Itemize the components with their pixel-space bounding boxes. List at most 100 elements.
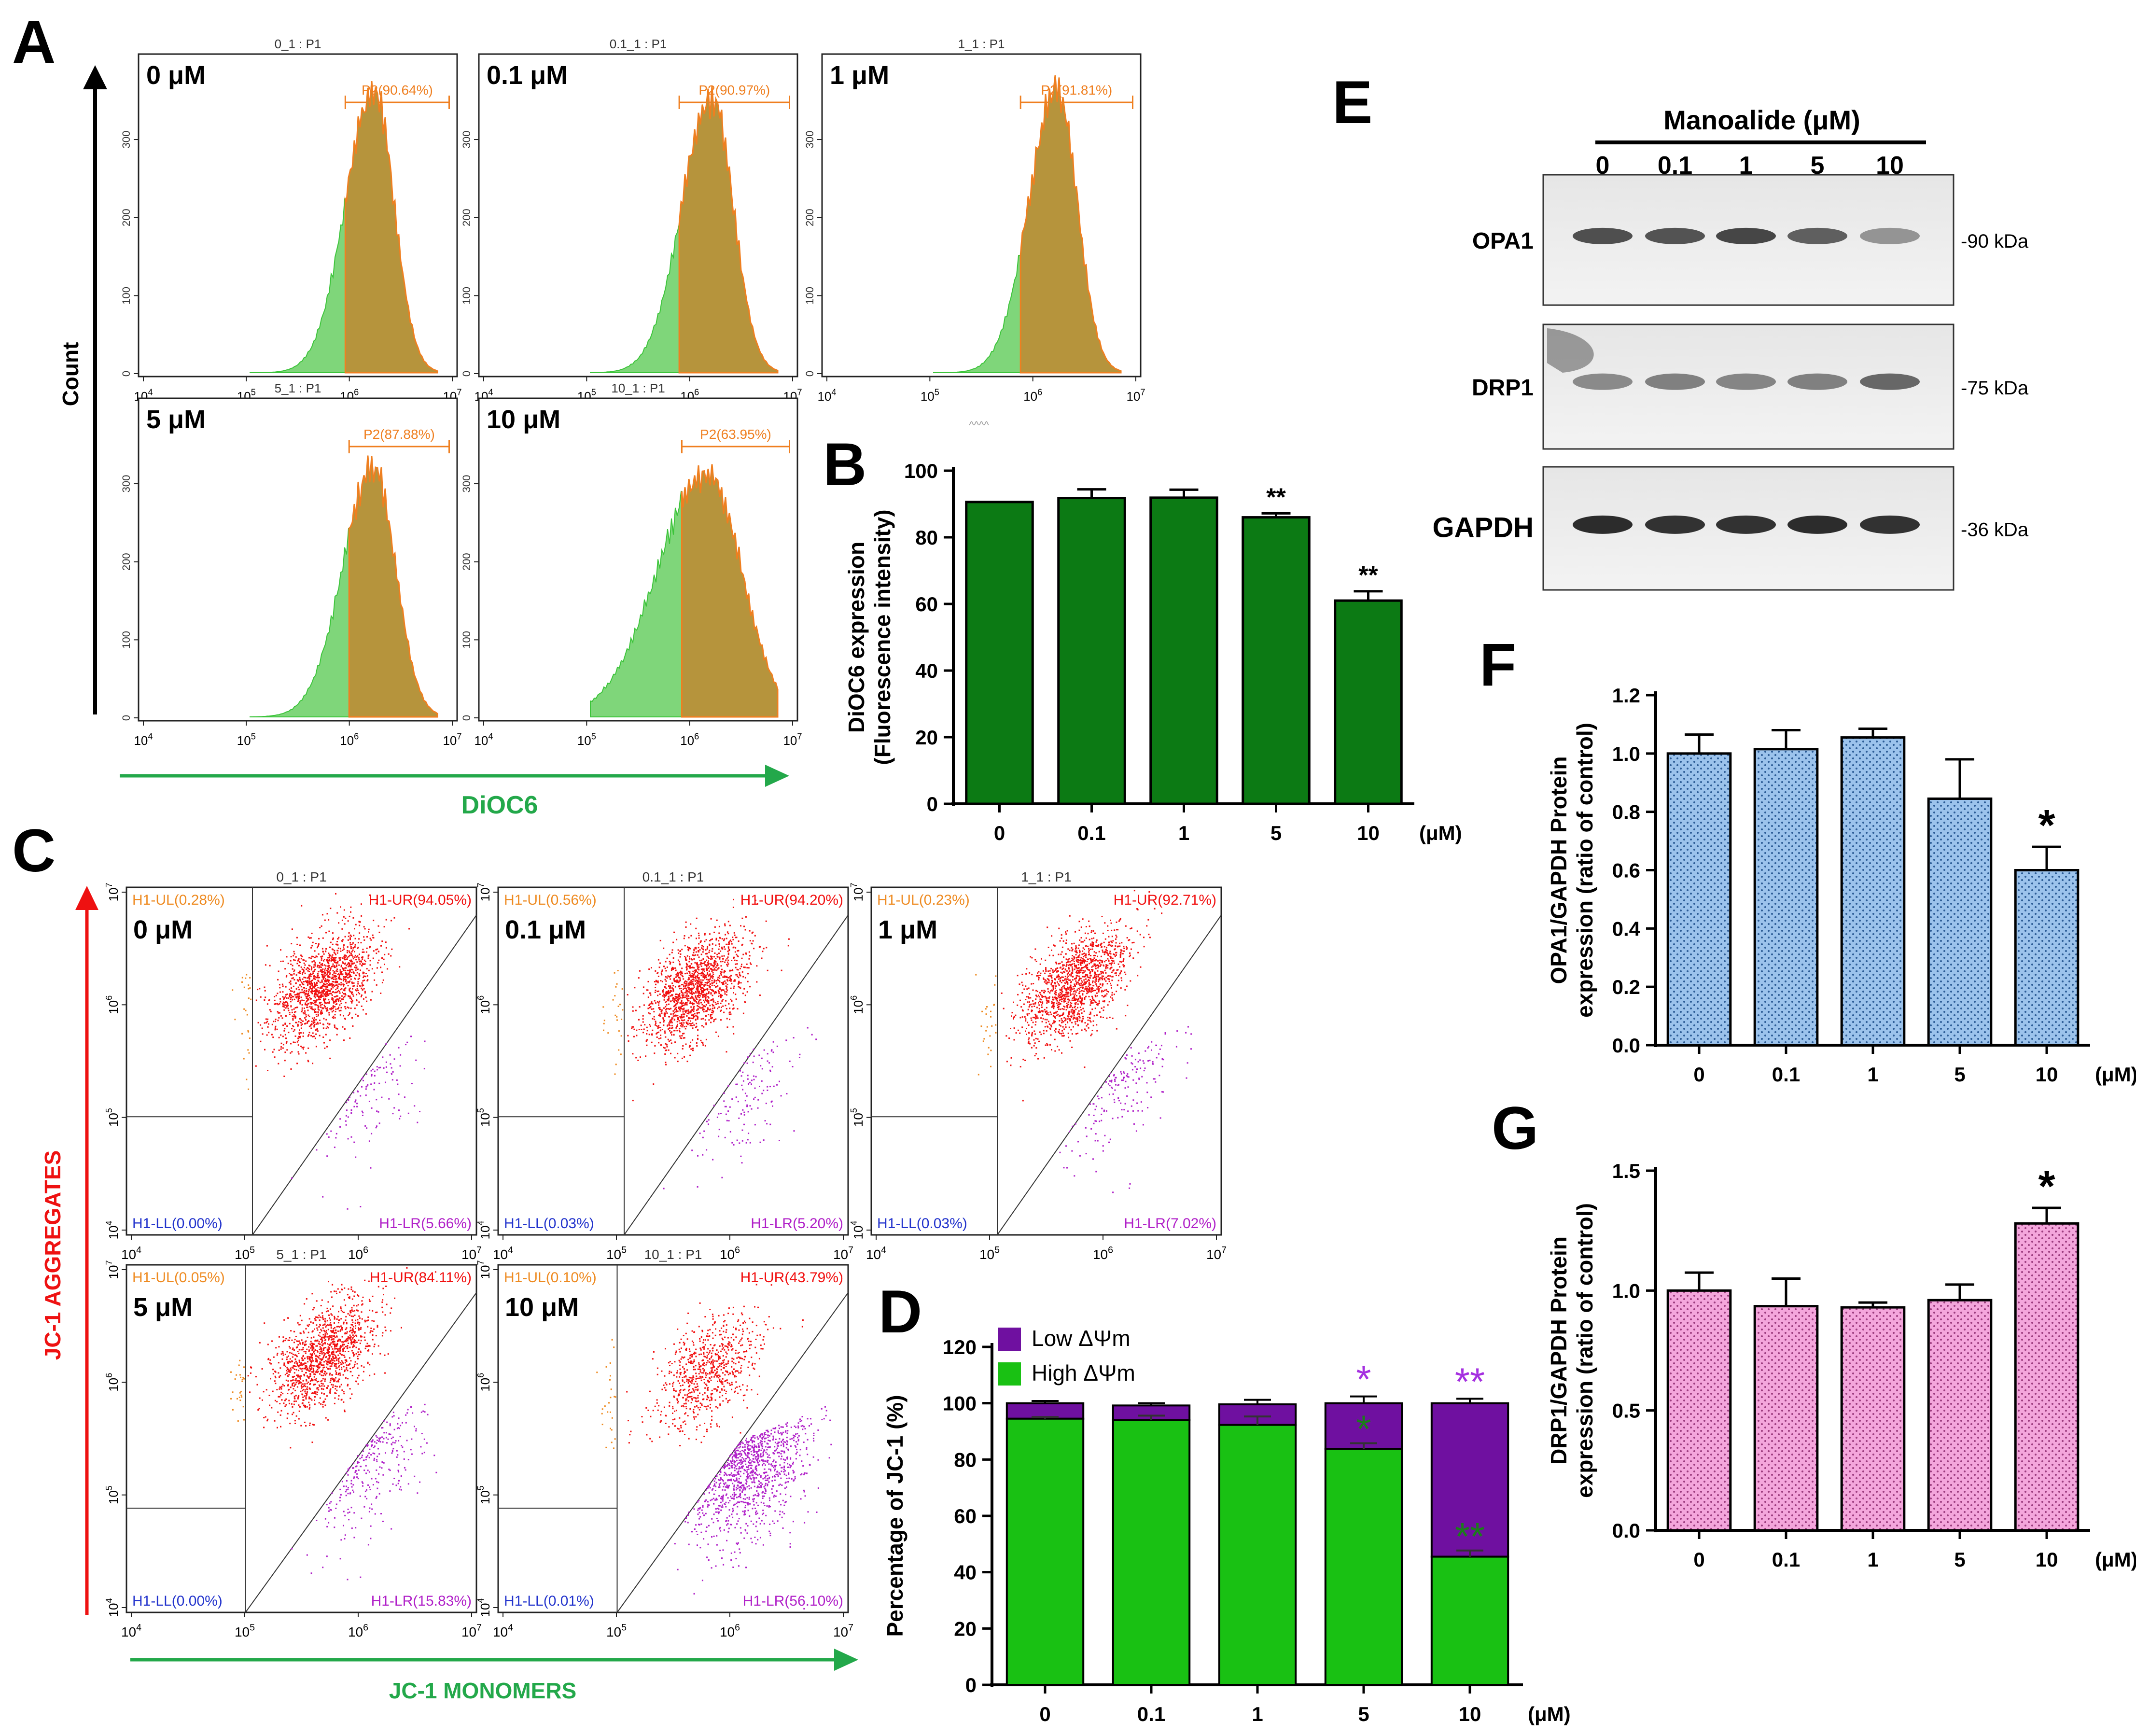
histogram-gated-area: [678, 85, 779, 374]
histogram-2: 1_1 : P1 1 μM 0 100 200 300 104 105 106 107 P2(91.…: [804, 37, 1145, 404]
significance-marker: *: [2038, 801, 2055, 850]
bar: [1334, 599, 1403, 805]
blot-drp1: DRP1 -75 kDa: [1472, 323, 2029, 450]
bar: [1753, 748, 1819, 1047]
x-tick-label: 0: [1693, 1063, 1704, 1086]
scatter-frame: [870, 886, 1222, 1236]
y-tick-label: 100: [943, 1392, 977, 1415]
scatter-title: 0.1_1 : P1: [642, 869, 704, 884]
y-tick-label: 0.0: [1612, 1519, 1640, 1542]
blot-opa1: OPA1 -90 kDa: [1472, 174, 2029, 306]
panel-a-stray-text: ^^^^: [969, 419, 989, 431]
y-axis-label: expression (ratio of control): [1572, 723, 1597, 1018]
y-tick-label: 107: [476, 883, 492, 902]
significance-marker: **: [1455, 1360, 1485, 1403]
histogram-title: 5_1 : P1: [275, 381, 321, 395]
red-dots: [255, 893, 410, 1077]
x-tick-label: 107: [833, 1622, 853, 1639]
panel-label-b: B: [823, 431, 866, 498]
blot-header: Manoalide (μM): [1663, 105, 1860, 135]
y-tick-label: 80: [954, 1448, 977, 1471]
legend-label-low: Low ΔΨm: [1032, 1326, 1131, 1351]
bar: [1840, 1306, 1906, 1532]
y-tick-label: 300: [804, 131, 816, 149]
panel-c-x-label: JC-1 MONOMERS: [389, 1678, 576, 1703]
y-tick-label: 106: [104, 995, 121, 1014]
x-tick-label: 10: [1357, 822, 1380, 844]
bar: [1840, 736, 1906, 1047]
x-tick-label: 104: [866, 1245, 886, 1262]
histogram-gated-area: [344, 81, 438, 374]
scatter-plot-2: 1_1 : P1 H1-UL(0.23%) H1-UR(92.71%) H1-LL(0…: [849, 869, 1227, 1262]
x-axis-unit: (μM): [1528, 1703, 1571, 1725]
legend-swatch-high: [998, 1362, 1021, 1386]
y-tick-label: 0.0: [1612, 1034, 1640, 1057]
bar-low: [1324, 1402, 1403, 1450]
x-tick-label: 104: [493, 1245, 513, 1262]
panel-c-y-arrowhead: [75, 886, 98, 910]
scatter-dots: [975, 890, 1192, 1193]
y-tick-label: 107: [104, 1260, 121, 1279]
y-axis-label: DiOC6 expression: [844, 542, 869, 733]
histogram-title: 0_1 : P1: [275, 37, 321, 51]
blot-images: OPA1 -90 kDa DRP1 -75 kDa GAPDH -36 kDa: [1433, 174, 2029, 591]
x-tick-label: 106: [348, 1622, 368, 1639]
quadrant-lr-label: H1-LR(5.20%): [751, 1216, 843, 1232]
bar: [1057, 497, 1126, 805]
quadrant-ul-label: H1-UL(0.28%): [132, 892, 225, 908]
y-tick-label: 200: [461, 553, 473, 571]
quadrant-ur-label: H1-UR(84.11%): [370, 1270, 472, 1286]
x-tick-label: 104: [134, 731, 153, 748]
panel-a-histograms: Count DiOC6 ^^^^ 0_1 : P10 μM01002003001…: [58, 37, 1145, 819]
chart-g: 0.0 0.5 1.0 1.5 DRP1/GAPDH Protein expression…: [1546, 1160, 2136, 1571]
y-tick-label: 105: [104, 1485, 121, 1504]
y-tick-label: 40: [915, 659, 938, 682]
panel-c-x-arrowhead: [834, 1649, 858, 1671]
y-tick-label: 107: [849, 883, 866, 902]
scatter-dose-label: 0.1 μM: [505, 915, 586, 944]
significance-marker: **: [1266, 483, 1286, 511]
histogram-3: 5_1 : P1 5 μM 0 100 200 300 104 105 106 107 P2(87.…: [120, 381, 462, 748]
y-tick-label: 105: [849, 1108, 866, 1127]
y-tick-label: 100: [120, 631, 132, 649]
x-axis-unit: (μM): [2095, 1063, 2136, 1086]
quadrant-ll-label: H1-LL(0.00%): [132, 1593, 223, 1609]
gate-label: P2(63.95%): [700, 427, 771, 442]
gate-label: P2(90.97%): [698, 83, 770, 98]
quadrant-lr-label: H1-LR(15.83%): [371, 1593, 472, 1609]
scatter-frame: [126, 1264, 477, 1613]
orange-dots: [975, 974, 997, 1076]
quadrant-diagonal: [616, 1292, 849, 1613]
blot-band: [1860, 373, 1920, 390]
bar: [1149, 496, 1218, 805]
scatter-plot-0: 0_1 : P1 H1-UL(0.28%) H1-UR(94.05%) H1-LL(0…: [104, 869, 482, 1262]
quadrant-ur-label: H1-UR(94.05%): [369, 892, 472, 908]
y-tick-label: 0.4: [1612, 917, 1641, 940]
x-tick-label: 106: [720, 1245, 740, 1262]
y-tick-label: 0: [927, 793, 938, 815]
y-tick-label: 100: [120, 287, 132, 305]
x-tick-label: 1: [1252, 1703, 1263, 1725]
panel-label-g: G: [1492, 1095, 1538, 1162]
quadrant-ul-label: H1-UL(0.10%): [504, 1270, 597, 1286]
scatter-plot-1: 0.1_1 : P1 H1-UL(0.56%) H1-UR(94.20%) H1-LL…: [476, 869, 853, 1262]
y-tick-label: 100: [804, 287, 816, 305]
x-tick-label: 105: [606, 1622, 627, 1639]
blot-protein-label: GAPDH: [1433, 512, 1534, 544]
y-axis-label: (Fluorescence intensity): [870, 509, 895, 765]
x-tick-label: 0.1: [1772, 1548, 1800, 1571]
y-tick-label: 20: [915, 726, 938, 749]
x-tick-label: 107: [461, 1622, 482, 1639]
y-tick-label: 0: [120, 371, 132, 377]
histogram-title: 10_1 : P1: [611, 381, 665, 395]
x-tick-label: 105: [606, 1245, 627, 1262]
panel-label-f: F: [1480, 631, 1516, 699]
y-tick-label: 20: [954, 1617, 977, 1640]
bar: [965, 501, 1034, 805]
quadrant-ur-label: H1-UR(94.20%): [740, 892, 843, 908]
quadrant-ur-label: H1-UR(92.71%): [1114, 892, 1216, 908]
histogram-ungated-area: [933, 254, 1021, 373]
blot-smear: [1547, 328, 1594, 373]
y-axis-label: OPA1/GAPDH Protein: [1546, 756, 1571, 984]
quadrant-diagonal: [252, 915, 477, 1235]
